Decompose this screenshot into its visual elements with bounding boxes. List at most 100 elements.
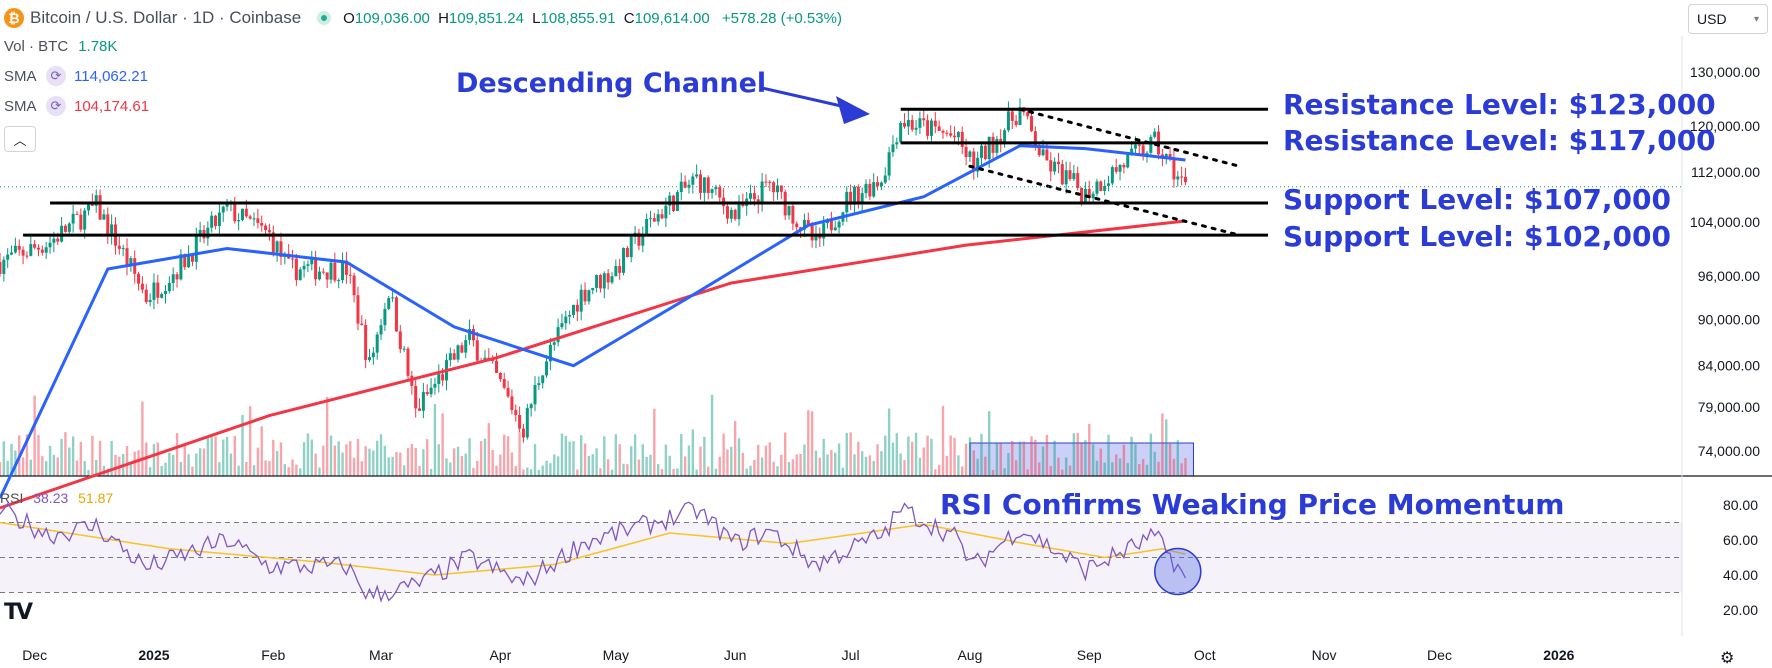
- candle-body: [618, 266, 622, 273]
- annotation-support-102k: Support Level: $102,000: [1283, 220, 1671, 253]
- volume-bar: [749, 465, 752, 476]
- rsi-ma-value: 51.87: [78, 490, 114, 506]
- candle-body: [1122, 164, 1126, 168]
- volume-bar: [1145, 464, 1149, 476]
- volume-bar: [283, 464, 287, 476]
- candle-body: [629, 236, 633, 258]
- volume-bar: [1057, 457, 1060, 476]
- candle-body: [656, 214, 660, 222]
- time-tick-label: Mar: [369, 647, 393, 663]
- rsi-pane: [0, 501, 1682, 603]
- candle-body: [13, 245, 17, 253]
- volume-bar: [95, 459, 98, 476]
- candle-body: [822, 223, 826, 239]
- volume-bar: [783, 432, 787, 476]
- candle-body: [375, 334, 379, 353]
- volume-bar: [676, 468, 679, 476]
- candle-body: [1033, 131, 1037, 148]
- candle-body: [1133, 144, 1137, 149]
- volume-bar: [860, 451, 864, 476]
- collapse-legend-button[interactable]: ︿: [4, 126, 36, 152]
- refresh-icon[interactable]: ⟳: [46, 96, 66, 116]
- sma-fast-legend[interactable]: SMA ⟳ 114,062.21: [0, 66, 148, 86]
- candle-body: [1095, 181, 1099, 194]
- candle-body: [641, 234, 645, 246]
- time-tick-label: 2026: [1543, 647, 1574, 663]
- volume-bar: [449, 462, 452, 476]
- volume-bar: [864, 456, 868, 476]
- volume-bar: [918, 457, 922, 476]
- volume-bar: [656, 464, 660, 476]
- volume-bar: [129, 464, 133, 476]
- volume-bar: [753, 459, 756, 476]
- volume-bar: [849, 432, 852, 476]
- candle-body: [275, 241, 279, 253]
- candle-body: [1145, 152, 1149, 156]
- candle-body: [929, 120, 933, 136]
- candle-body: [710, 189, 714, 194]
- volume-bar: [364, 446, 367, 476]
- chevron-down-icon: ▾: [1753, 13, 1759, 25]
- price-tick-label: 79,000.00: [1698, 399, 1760, 415]
- volume-bar: [999, 443, 1002, 476]
- volume-bar: [972, 450, 975, 476]
- candle-body: [1172, 159, 1176, 180]
- volume-bar: [772, 461, 775, 476]
- candle-body: [579, 289, 583, 312]
- candle-body: [614, 266, 618, 277]
- volume-bar: [799, 453, 802, 476]
- candle-body: [167, 282, 171, 292]
- symbol-title[interactable]: Bitcoin / U.S. Dollar · 1D · Coinbase: [30, 8, 302, 27]
- volume-bar: [64, 432, 67, 476]
- volume-bar: [741, 452, 745, 476]
- volume-bar: [930, 438, 933, 476]
- volume-bar: [726, 449, 729, 476]
- volume-bar: [510, 452, 514, 476]
- candle-body: [1026, 112, 1030, 117]
- volume-bar: [125, 445, 129, 476]
- candle-body: [256, 218, 260, 223]
- sma-slow-line: [0, 219, 1186, 510]
- tradingview-logo-icon[interactable]: TV: [4, 600, 33, 625]
- sma-slow-legend[interactable]: SMA ⟳ 104,174.61: [0, 96, 149, 116]
- volume-legend[interactable]: Vol · BTC 1.78K: [0, 38, 117, 55]
- candle-body: [83, 210, 87, 230]
- volume-bar: [172, 454, 175, 476]
- currency-select[interactable]: USD ▾: [1688, 4, 1768, 34]
- volume-bar: [803, 444, 806, 476]
- rsi-legend[interactable]: RSI 38.23 51.87: [0, 490, 113, 506]
- refresh-icon[interactable]: ⟳: [46, 66, 66, 86]
- volume-bar: [572, 441, 575, 476]
- candle-body: [625, 247, 629, 258]
- volume-bar: [714, 468, 718, 476]
- candle-body: [545, 361, 549, 376]
- volume-bar: [1153, 451, 1156, 476]
- volume-bar: [479, 441, 483, 476]
- candle-body: [352, 275, 356, 296]
- volume-bar: [1045, 434, 1049, 476]
- rsi-tick-label: 60.00: [1723, 532, 1758, 548]
- candle-body: [933, 120, 937, 127]
- volume-bar: [764, 445, 768, 476]
- candle-body: [291, 258, 295, 260]
- volume-bars: [0, 394, 1194, 477]
- volume-bar: [1161, 413, 1164, 476]
- candle-body: [514, 410, 518, 415]
- settings-icon[interactable]: ⚙: [1720, 650, 1735, 667]
- volume-bar: [1034, 439, 1037, 476]
- volume-bar: [272, 439, 275, 476]
- candle-body: [622, 247, 626, 273]
- candle-body: [775, 185, 779, 193]
- volume-bar: [233, 435, 236, 476]
- candle-body: [872, 182, 876, 197]
- bitcoin-icon: ₿: [4, 8, 24, 28]
- volume-bar: [179, 462, 183, 476]
- volume-bar: [68, 447, 71, 476]
- candle-body: [637, 232, 641, 246]
- volume-bar: [887, 408, 891, 476]
- candle-body: [887, 152, 891, 176]
- volume-bar: [375, 440, 379, 476]
- time-tick-label: Oct: [1194, 647, 1216, 663]
- volume-bar: [857, 441, 860, 476]
